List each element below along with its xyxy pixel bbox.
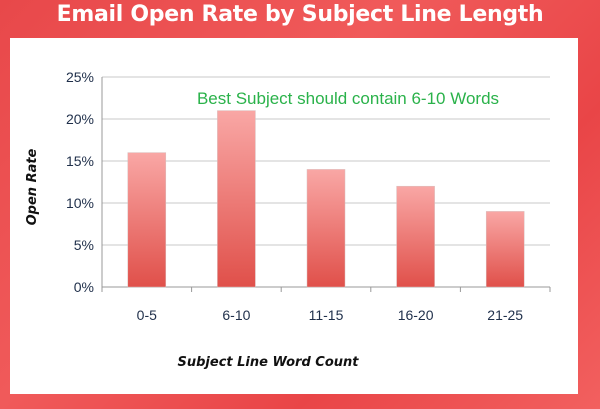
chart-title: Email Open Rate by Subject Line Length: [56, 2, 544, 27]
y-tick-label: 10%: [66, 195, 94, 211]
bar-0-5: [127, 152, 167, 288]
y-axis-label: Open Rate: [25, 148, 40, 225]
x-tick-label: 21-25: [487, 307, 523, 323]
annotation: Best Subject should contain 6-10 Words: [197, 89, 499, 108]
x-tick-label: 6-10: [222, 307, 250, 323]
bar-6-10: [217, 110, 256, 288]
y-tick-label: 20%: [66, 111, 94, 127]
bar-21-25: [485, 211, 525, 288]
y-tick-label: 25%: [66, 69, 94, 85]
bar-11-15: [306, 169, 346, 288]
chart-panel: [10, 38, 578, 394]
bar-16-20: [396, 185, 435, 288]
x-tick-label: 0-5: [137, 307, 157, 323]
x-tick-label: 11-15: [309, 307, 344, 323]
y-tick-label: 5%: [74, 237, 94, 253]
x-tick-label: 16-20: [398, 307, 434, 323]
y-tick-label: 15%: [66, 153, 94, 169]
y-tick-label: 0%: [74, 279, 94, 295]
x-axis-label: Subject Line Word Count: [178, 355, 360, 370]
